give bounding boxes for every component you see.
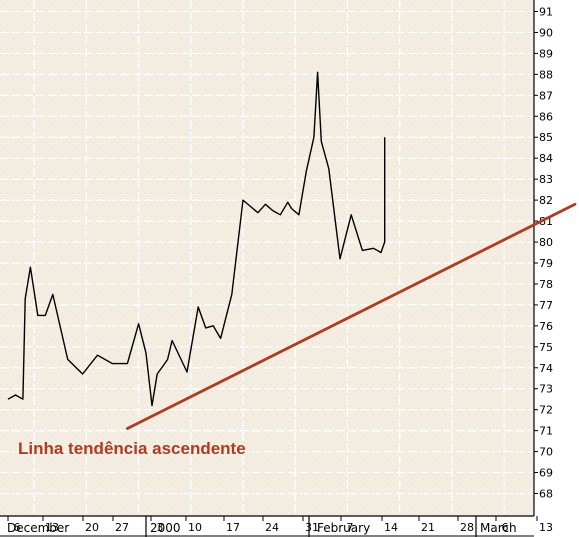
y-tick-label: 86 — [539, 110, 553, 123]
y-tick-label: 73 — [539, 383, 553, 396]
x-tick-label: 14 — [384, 521, 398, 534]
y-tick-label: 77 — [539, 299, 553, 312]
y-tick-label: 75 — [539, 341, 553, 354]
x-tick-label: 3 — [157, 521, 164, 534]
trendline — [125, 202, 577, 430]
y-tick-label: 84 — [539, 152, 553, 165]
month-label: March — [480, 521, 517, 535]
y-tick-label: 78 — [539, 278, 553, 291]
y-tick-label: 85 — [539, 131, 553, 144]
month-label: 2000 — [150, 521, 181, 535]
month-labels: December 2000 February March — [7, 516, 517, 537]
x-axis-ticks: 6 13 20 27 3 10 17 24 31 7 14 21 28 6 13 — [7, 516, 553, 534]
y-tick-label: 80 — [539, 236, 553, 249]
y-tick-label: 82 — [539, 194, 553, 207]
y-axis-ticks: 6869707172737475767778798081828384858687… — [534, 6, 553, 501]
x-tick-label: 17 — [226, 521, 240, 534]
trendline-label: Linha tendência ascendente — [18, 439, 246, 458]
x-tick-label: 6 — [502, 521, 509, 534]
y-tick-label: 88 — [539, 68, 553, 81]
month-label: December — [7, 521, 69, 535]
axes — [0, 0, 535, 537]
x-tick-label: 7 — [347, 521, 354, 534]
y-tick-label: 89 — [539, 47, 553, 60]
y-tick-label: 83 — [539, 173, 553, 186]
y-tick-label: 71 — [539, 425, 553, 438]
y-tick-label: 79 — [539, 257, 553, 270]
x-tick-label: 28 — [460, 521, 474, 534]
x-tick-label: 20 — [85, 521, 99, 534]
month-label: February — [317, 521, 370, 535]
y-tick-label: 72 — [539, 404, 553, 417]
series-line — [7, 71, 386, 407]
x-tick-label: 21 — [421, 521, 435, 534]
x-tick-label: 13 — [45, 521, 59, 534]
x-tick-label: 24 — [265, 521, 279, 534]
y-tick-label: 69 — [539, 467, 553, 480]
x-tick-label: 27 — [115, 521, 129, 534]
y-tick-label: 90 — [539, 26, 553, 39]
y-tick-label: 87 — [539, 89, 553, 102]
x-tick-label: 6 — [14, 521, 21, 534]
plot-area — [0, 0, 534, 516]
trendline-segment — [125, 202, 577, 430]
y-tick-label: 76 — [539, 320, 553, 333]
y-tick-label: 74 — [539, 362, 553, 375]
price-series — [7, 71, 386, 407]
y-tick-label: 91 — [539, 6, 553, 19]
y-tick-label: 70 — [539, 446, 553, 459]
x-tick-label: 13 — [539, 521, 553, 534]
x-tick-label: 10 — [188, 521, 202, 534]
grid — [0, 0, 556, 516]
y-tick-label: 68 — [539, 488, 553, 501]
